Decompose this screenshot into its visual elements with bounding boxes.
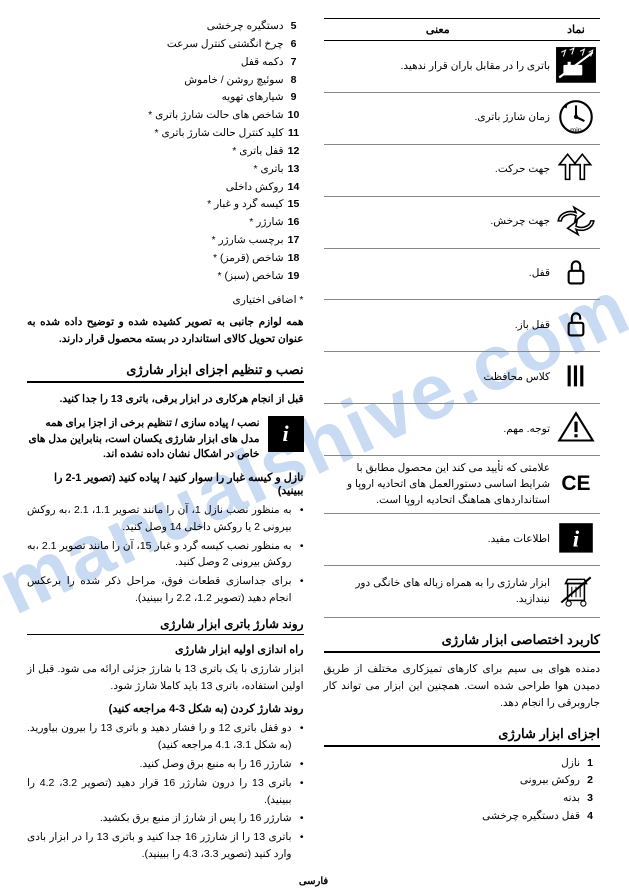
parts-list: 1نازل2روکش بیرونی3بدنه4قفل دستگیره چرخشی — [325, 755, 602, 826]
nozzle-title: نازل و کیسه غبار را سوار کنید / پیاده کن… — [28, 471, 305, 497]
symbol-icon — [556, 305, 598, 343]
left-column: 5دستگیره چرخشی6چرخ انگشتی کنترل سرعت7دکم… — [28, 18, 305, 865]
nozzle-bullets: به منظور نصب نازل 1، آن را مانند تصویر 1… — [28, 502, 305, 607]
part-item: 1نازل — [325, 755, 602, 773]
part-item: 17برچسب شارژر * — [28, 232, 305, 250]
part-item: 16شارژر * — [28, 214, 305, 232]
bullet-item: باتری 13 را درون شارژر 16 قرار دهید (تصو… — [28, 775, 305, 809]
symbol-meaning: جهت حرکت. — [325, 144, 554, 196]
bullet-item: شارژر 16 را به منبع برق وصل کنید. — [28, 756, 305, 773]
symbol-table: نماد معنی باتری را در مقابل باران قرار ن… — [325, 18, 602, 618]
header-meaning: معنی — [325, 19, 554, 41]
symbol-icon — [556, 202, 598, 240]
setup-title: نصب و تنظیم اجزای ابزار شارژی — [28, 362, 305, 383]
symbol-row: توجه. مهم. — [325, 404, 602, 456]
info-text: نصب / پیاده سازی / تنظیم برخی از اجزا بر… — [28, 416, 261, 463]
header-symbol: نماد — [553, 19, 601, 41]
part-item: 12قفل باتری * — [28, 143, 305, 161]
part-item: 15کیسه گرد و غبار * — [28, 196, 305, 214]
charging-text1: ابزار شارژی با یک باتری 13 با شارژ جزئی … — [28, 661, 305, 695]
symbol-row: ابزار شارژی را به همراه زباله های خانگی … — [325, 566, 602, 618]
part-item: 4قفل دستگیره چرخشی — [325, 808, 602, 826]
part-item: 2روکش بیرونی — [325, 772, 602, 790]
symbol-icon — [556, 409, 598, 447]
charging-bullets: دو قفل باتری 12 و را فشار دهید و باتری 1… — [28, 720, 305, 862]
part-item: 18شاخص (قرمز) * — [28, 250, 305, 268]
bullet-item: برای جداسازی قطعات فوق، مراحل ذکر شده را… — [28, 573, 305, 607]
part-item: 9شیارهای تهویه — [28, 89, 305, 107]
symbol-row: باتری را در مقابل باران قرار ندهید. — [325, 41, 602, 93]
symbol-meaning: قفل. — [325, 248, 554, 300]
symbol-meaning: قفل باز. — [325, 300, 554, 352]
symbol-icon — [556, 571, 598, 609]
right-column: نماد معنی باتری را در مقابل باران قرار ن… — [325, 18, 602, 865]
parts-title: اجزای ابزار شارژی — [325, 726, 602, 747]
part-item: 8سوئیچ روشن / خاموش — [28, 72, 305, 90]
part-item: 19شاخص (سبز) * — [28, 268, 305, 286]
symbol-meaning: اطلاعات مفید. — [325, 514, 554, 566]
symbol-row: جهت حرکت. — [325, 144, 602, 196]
part-item: 11کلید کنترل حالت شارژ باتری * — [28, 125, 305, 143]
symbol-meaning: زمان شارژ باتری. — [325, 92, 554, 144]
part-item: 5دستگیره چرخشی — [28, 18, 305, 36]
symbol-meaning: علامتی که تأیید می کند این محصول مطابق ب… — [325, 456, 554, 514]
charging-title: روند شارژ باتری ابزار شارژی — [28, 617, 305, 635]
part-item: 10شاخص های حالت شارژ باتری * — [28, 107, 305, 125]
symbol-meaning: جهت چرخش. — [325, 196, 554, 248]
symbol-row: CE علامتی که تأیید می کند این محصول مطابق… — [325, 456, 602, 514]
symbol-row: قفل. — [325, 248, 602, 300]
part-item: 3بدنه — [325, 790, 602, 808]
info-box: i نصب / پیاده سازی / تنظیم برخی از اجزا … — [28, 416, 305, 463]
symbol-icon: i — [556, 519, 598, 557]
symbol-row: min زمان شارژ باتری. — [325, 92, 602, 144]
symbol-row: کلاس محافظت — [325, 352, 602, 404]
application-text: دمنده هوای بی سیم برای کارهای تمیزکاری م… — [325, 661, 602, 711]
svg-text:i: i — [574, 526, 581, 552]
svg-text:min: min — [571, 126, 583, 135]
bullet-item: دو قفل باتری 12 و را فشار دهید و باتری 1… — [28, 720, 305, 754]
symbol-icon — [556, 254, 598, 292]
charging-sub2: روند شارژ کردن (به شکل 3-4 مراجعه کنید) — [28, 702, 305, 715]
symbol-icon — [556, 357, 598, 395]
setup-warning: قبل از انجام هرکاری در ابزار برقی، باتری… — [28, 391, 305, 408]
parts-note: همه لوازم جانبی به تصویر کشیده شده و توض… — [28, 314, 305, 348]
symbol-row: قفل باز. — [325, 300, 602, 352]
symbol-icon — [556, 46, 598, 84]
bullet-item: به منظور نصب کیسه گرد و غبار 15، آن را م… — [28, 538, 305, 572]
symbol-meaning: باتری را در مقابل باران قرار ندهید. — [325, 41, 554, 93]
bullet-item: به منظور نصب نازل 1، آن را مانند تصویر 1… — [28, 502, 305, 536]
parts-list-continued: 5دستگیره چرخشی6چرخ انگشتی کنترل سرعت7دکم… — [28, 18, 305, 286]
part-item: 13باتری * — [28, 161, 305, 179]
symbol-meaning: توجه. مهم. — [325, 404, 554, 456]
application-title: کاربرد اختصاصی ابزار شارژی — [325, 632, 602, 653]
parts-footnote: * اضافی اختیاری — [28, 292, 305, 309]
footer-language: فارسی — [300, 876, 329, 887]
info-icon: i — [269, 416, 305, 452]
symbol-row: جهت چرخش. — [325, 196, 602, 248]
symbol-icon — [556, 150, 598, 188]
symbol-row: i اطلاعات مفید. — [325, 514, 602, 566]
charging-sub1: راه اندازی اولیه ابزار شارژی — [28, 643, 305, 656]
bullet-item: باتری 13 را از شارژر 16 جدا کنید و باتری… — [28, 829, 305, 863]
svg-text:CE: CE — [562, 473, 591, 496]
symbol-icon: CE — [556, 464, 598, 502]
symbol-icon: min — [556, 98, 598, 136]
part-item: 14روکش داخلی — [28, 179, 305, 197]
symbol-meaning: کلاس محافظت — [325, 352, 554, 404]
bullet-item: شارژر 16 را پس از شارژ از منبع برق بکشید… — [28, 810, 305, 827]
symbol-meaning: ابزار شارژی را به همراه زباله های خانگی … — [325, 566, 554, 618]
part-item: 7دکمه قفل — [28, 54, 305, 72]
part-item: 6چرخ انگشتی کنترل سرعت — [28, 36, 305, 54]
